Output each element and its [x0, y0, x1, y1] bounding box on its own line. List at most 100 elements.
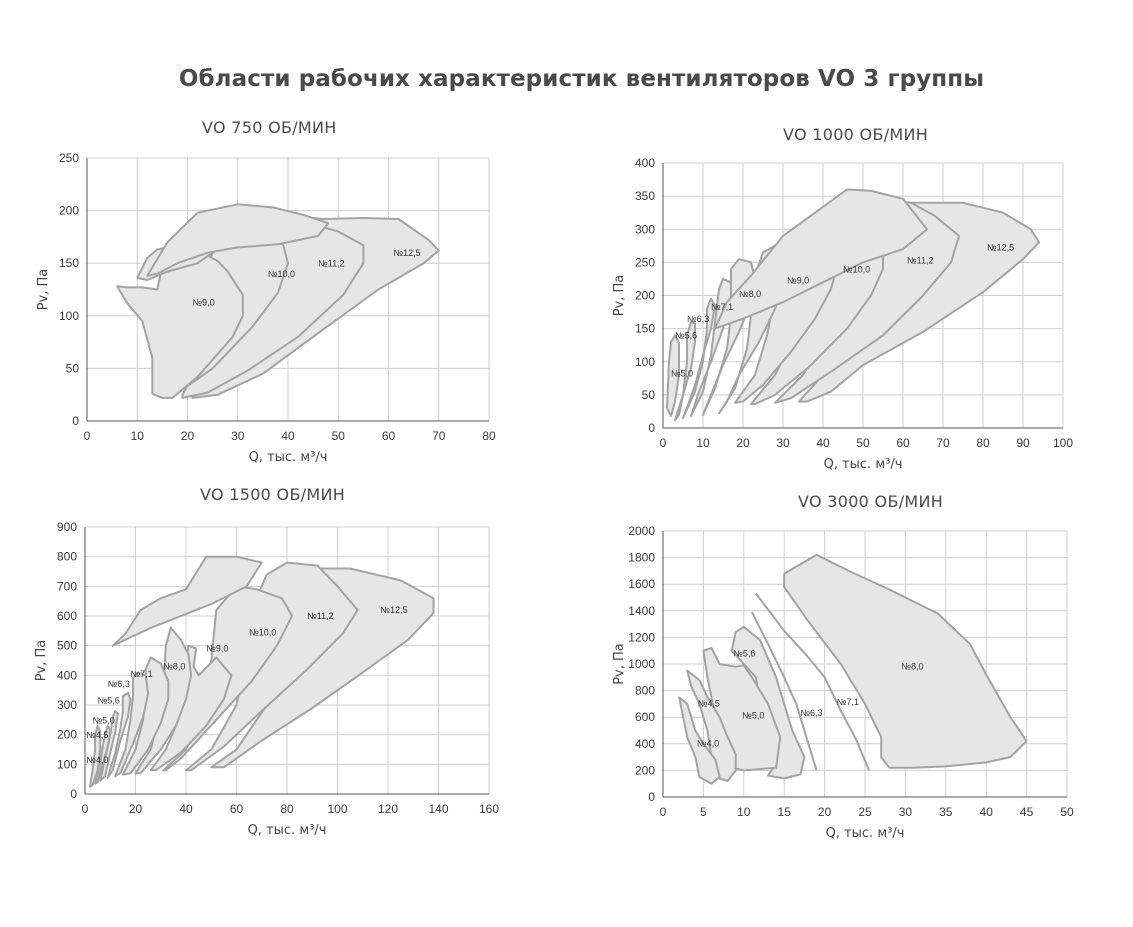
x-tick-label: 60: [230, 802, 244, 816]
x-tick-label: 30: [899, 805, 913, 819]
x-tick-label: 140: [428, 802, 448, 816]
y-tick-label: 0: [70, 787, 77, 801]
y-axis-label: Pv, Па: [612, 643, 627, 685]
fan-size-label: №5,6: [98, 696, 120, 706]
y-axis-label: Pv, Па: [612, 275, 627, 317]
fan-size-label: №8,0: [739, 289, 761, 299]
fan-region-outline-11: [111, 555, 263, 647]
fan-size-label: №11,2: [307, 611, 334, 621]
x-tick-label: 50: [1060, 805, 1074, 819]
x-tick-label: 160: [479, 802, 499, 816]
fan-size-label: №10,0: [843, 264, 870, 274]
y-tick-label: 600: [57, 609, 77, 623]
x-tick-label: 20: [736, 436, 750, 450]
x-tick-label: 20: [818, 805, 832, 819]
y-tick-label: 1400: [628, 604, 655, 618]
y-tick-label: 150: [635, 322, 655, 336]
fan-region-90: [116, 249, 244, 399]
fan-size-label: №6,3: [800, 708, 822, 718]
x-axis-label: Q, тыс. м³/ч: [248, 823, 327, 838]
x-tick-label: 0: [84, 429, 91, 443]
x-tick-label: 80: [976, 436, 990, 450]
x-tick-label: 40: [816, 436, 830, 450]
y-tick-label: 0: [648, 421, 655, 435]
y-tick-label: 200: [635, 763, 655, 777]
fan-region-80: [783, 553, 1028, 769]
x-tick-label: 100: [1053, 436, 1073, 450]
y-tick-label: 900: [57, 520, 77, 534]
y-tick-label: 100: [57, 757, 77, 771]
fan-size-label: №11,2: [907, 256, 934, 266]
fan-size-label: №10,0: [249, 627, 276, 637]
fan-region-63: [114, 671, 150, 778]
y-tick-label: 1200: [628, 630, 655, 644]
x-tick-label: 10: [131, 429, 145, 443]
chart-title-3000: VO 3000 ОБ/МИН: [798, 492, 944, 511]
fan-size-label: №5,6: [733, 649, 755, 659]
chart-title-750: VO 750 ОБ/МИН: [202, 118, 337, 137]
y-tick-label: 2000: [628, 524, 655, 538]
x-tick-label: 40: [179, 802, 193, 816]
fan-size-label: №8,0: [163, 661, 185, 671]
fan-region-outline-10: [714, 188, 928, 330]
x-tick-label: 100: [327, 802, 347, 816]
fan-size-label: №7,1: [711, 302, 733, 312]
chart-title-1500: VO 1500 ОБ/МИН: [200, 485, 346, 504]
y-tick-label: 700: [57, 579, 77, 593]
fan-size-label: №5,6: [675, 331, 697, 341]
x-tick-label: 70: [936, 436, 950, 450]
y-tick-label: 1600: [628, 577, 655, 591]
fan-region-50: [674, 321, 696, 422]
fan-region-40: [89, 724, 102, 788]
x-tick-label: 15: [778, 805, 792, 819]
fan-size-label: №9,0: [787, 276, 809, 286]
y-tick-label: 400: [57, 668, 77, 682]
y-tick-label: 100: [635, 355, 655, 369]
y-tick-label: 0: [72, 414, 79, 428]
y-tick-label: 250: [59, 151, 79, 165]
fan-size-label: №4,0: [697, 738, 719, 748]
fan-region-56: [682, 297, 716, 420]
fan-size-label: №5,0: [93, 715, 115, 725]
fan-curve-63: [751, 611, 818, 771]
x-axis-label: Q, тыс. м³/ч: [249, 450, 328, 465]
x-tick-label: 40: [980, 805, 994, 819]
y-tick-label: 200: [59, 204, 79, 218]
fan-region-56: [106, 692, 132, 779]
fan-size-label: №12,5: [380, 605, 407, 615]
fan-size-label: №8,0: [901, 661, 923, 671]
x-tick-label: 30: [776, 436, 790, 450]
fan-region-45: [94, 724, 112, 785]
y-tick-label: 800: [635, 684, 655, 698]
x-tick-label: 0: [660, 436, 667, 450]
x-tick-label: 70: [432, 429, 446, 443]
x-tick-label: 10: [696, 436, 710, 450]
x-tick-label: 25: [858, 805, 872, 819]
fan-size-label: №4,0: [86, 755, 108, 765]
fan-region-outline-9: [666, 334, 680, 418]
x-tick-label: 40: [281, 429, 295, 443]
fan-curve-71: [755, 592, 870, 771]
y-tick-label: 500: [57, 639, 77, 653]
x-tick-label: 60: [382, 429, 396, 443]
y-axis-label: Pv, Па: [34, 640, 49, 682]
chart-title-1000: VO 1000 ОБ/МИН: [783, 125, 929, 144]
x-tick-label: 10: [737, 805, 751, 819]
y-tick-label: 250: [635, 255, 655, 269]
fan-size-label: №5,0: [742, 711, 764, 721]
x-tick-label: 90: [1016, 436, 1030, 450]
x-axis-label: Q, тыс. м³/ч: [824, 457, 903, 472]
fan-region-outline-5: [146, 203, 330, 277]
fan-size-label: №4,5: [86, 730, 108, 740]
x-tick-label: 20: [129, 802, 143, 816]
y-axis-label: Pv, Па: [36, 269, 51, 311]
y-tick-label: 1800: [628, 551, 655, 565]
y-tick-label: 150: [59, 256, 79, 270]
y-tick-label: 200: [635, 289, 655, 303]
fan-region-45: [686, 669, 737, 782]
x-tick-label: 60: [896, 436, 910, 450]
